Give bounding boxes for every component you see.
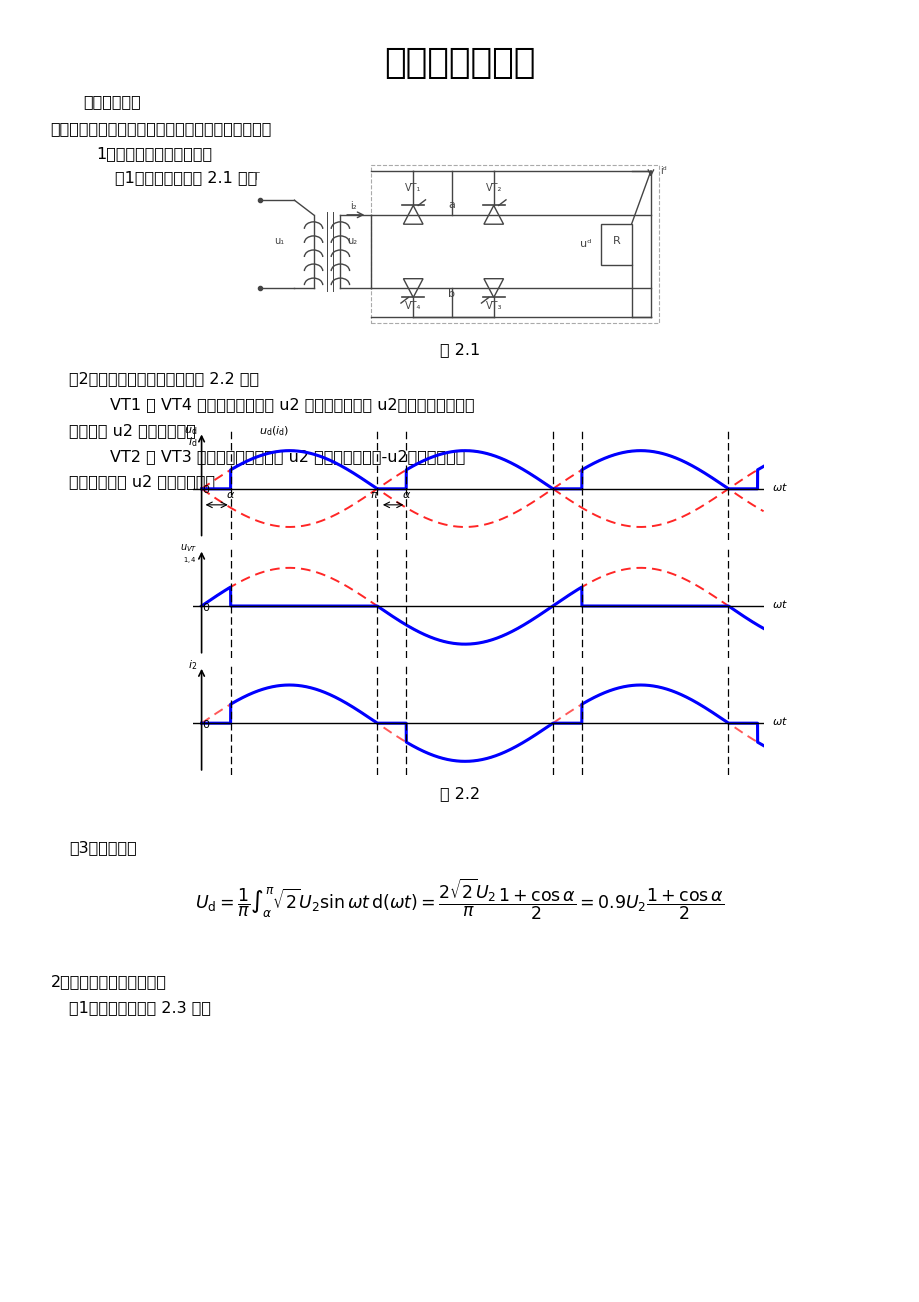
Text: 2、带阻感负载的工作情况: 2、带阻感负载的工作情况	[51, 974, 166, 990]
Text: uᵈ: uᵈ	[579, 240, 591, 249]
Text: $\omega t$: $\omega t$	[771, 480, 788, 492]
Text: VT2 和 VT3 组成另一对桥臂，在 u2 正半周承受电压-u2，得到触发脉: VT2 和 VT3 组成另一对桥臂，在 u2 正半周承受电压-u2，得到触发脉	[69, 449, 465, 465]
Text: iᵈ: iᵈ	[660, 165, 666, 176]
Text: VT₄: VT₄	[404, 301, 421, 311]
Text: 冲即导通，当 u2 过零时关断。: 冲即导通，当 u2 过零时关断。	[69, 474, 215, 490]
Text: （1）电路结构如图 2.1 所示: （1）电路结构如图 2.1 所示	[115, 171, 257, 186]
Text: $u_{\rm d}$: $u_{\rm d}$	[184, 426, 197, 437]
Text: VT₂: VT₂	[485, 184, 502, 194]
Text: 图 2.1: 图 2.1	[439, 342, 480, 358]
Text: 重点和难点：: 重点和难点：	[83, 94, 141, 109]
Bar	[600, 224, 631, 264]
Text: $\alpha$: $\alpha$	[402, 491, 411, 500]
Text: 导通，当 u2 过零时关断。: 导通，当 u2 过零时关断。	[69, 423, 196, 439]
Text: VT₁: VT₁	[404, 184, 421, 194]
Text: 图 2.2: 图 2.2	[439, 786, 480, 802]
Text: T: T	[253, 172, 259, 182]
Text: $u_{VT}$: $u_{VT}$	[179, 543, 197, 555]
Text: 0: 0	[202, 486, 210, 495]
Text: $_{1,4}$: $_{1,4}$	[183, 555, 197, 566]
Text: i₂: i₂	[350, 201, 357, 211]
Text: VT1 和 VT4 组成一对桥臂，在 u2 正半周承受电压 u2，得到触发脉冲即: VT1 和 VT4 组成一对桥臂，在 u2 正半周承受电压 u2，得到触发脉冲即	[69, 397, 474, 413]
Text: 一、单相桥式全控整流电路波形分析及参数定量计算: 一、单相桥式全控整流电路波形分析及参数定量计算	[51, 121, 272, 137]
Text: 0: 0	[202, 720, 210, 729]
Text: $i_{\rm d}$: $i_{\rm d}$	[187, 435, 197, 449]
Text: （2）工作原理及波形分析如图 2.2 所示: （2）工作原理及波形分析如图 2.2 所示	[69, 371, 259, 387]
Text: $U_{\rm d} = \dfrac{1}{\pi}\int_{\alpha}^{\pi}\sqrt{2}U_2\sin\omega t\,{\rm d}(\: $U_{\rm d} = \dfrac{1}{\pi}\int_{\alpha}…	[195, 876, 724, 922]
Text: R: R	[612, 236, 619, 246]
Text: u₂: u₂	[346, 236, 357, 246]
Text: 0: 0	[202, 603, 210, 612]
Text: （1）电路结构如图 2.3 所示: （1）电路结构如图 2.3 所示	[69, 1000, 210, 1016]
Text: VT₃: VT₃	[485, 301, 502, 311]
Text: a: a	[448, 199, 455, 210]
Text: b: b	[448, 289, 455, 299]
Text: $i_2$: $i_2$	[187, 658, 197, 672]
Text: $\omega t$: $\omega t$	[771, 598, 788, 609]
Text: $\pi$: $\pi$	[369, 491, 379, 500]
Text: u₁: u₁	[274, 236, 284, 246]
Text: $\omega t$: $\omega t$	[771, 715, 788, 727]
Text: 1、带电阻负载的工作情况: 1、带电阻负载的工作情况	[96, 146, 212, 161]
Text: 第二章整流电路: 第二章整流电路	[384, 46, 535, 79]
Text: $\alpha$: $\alpha$	[226, 491, 235, 500]
Text: （3）数量关系: （3）数量关系	[69, 840, 137, 855]
Text: $u_{\rm d}(i_{\rm d})$: $u_{\rm d}(i_{\rm d})$	[259, 424, 289, 439]
